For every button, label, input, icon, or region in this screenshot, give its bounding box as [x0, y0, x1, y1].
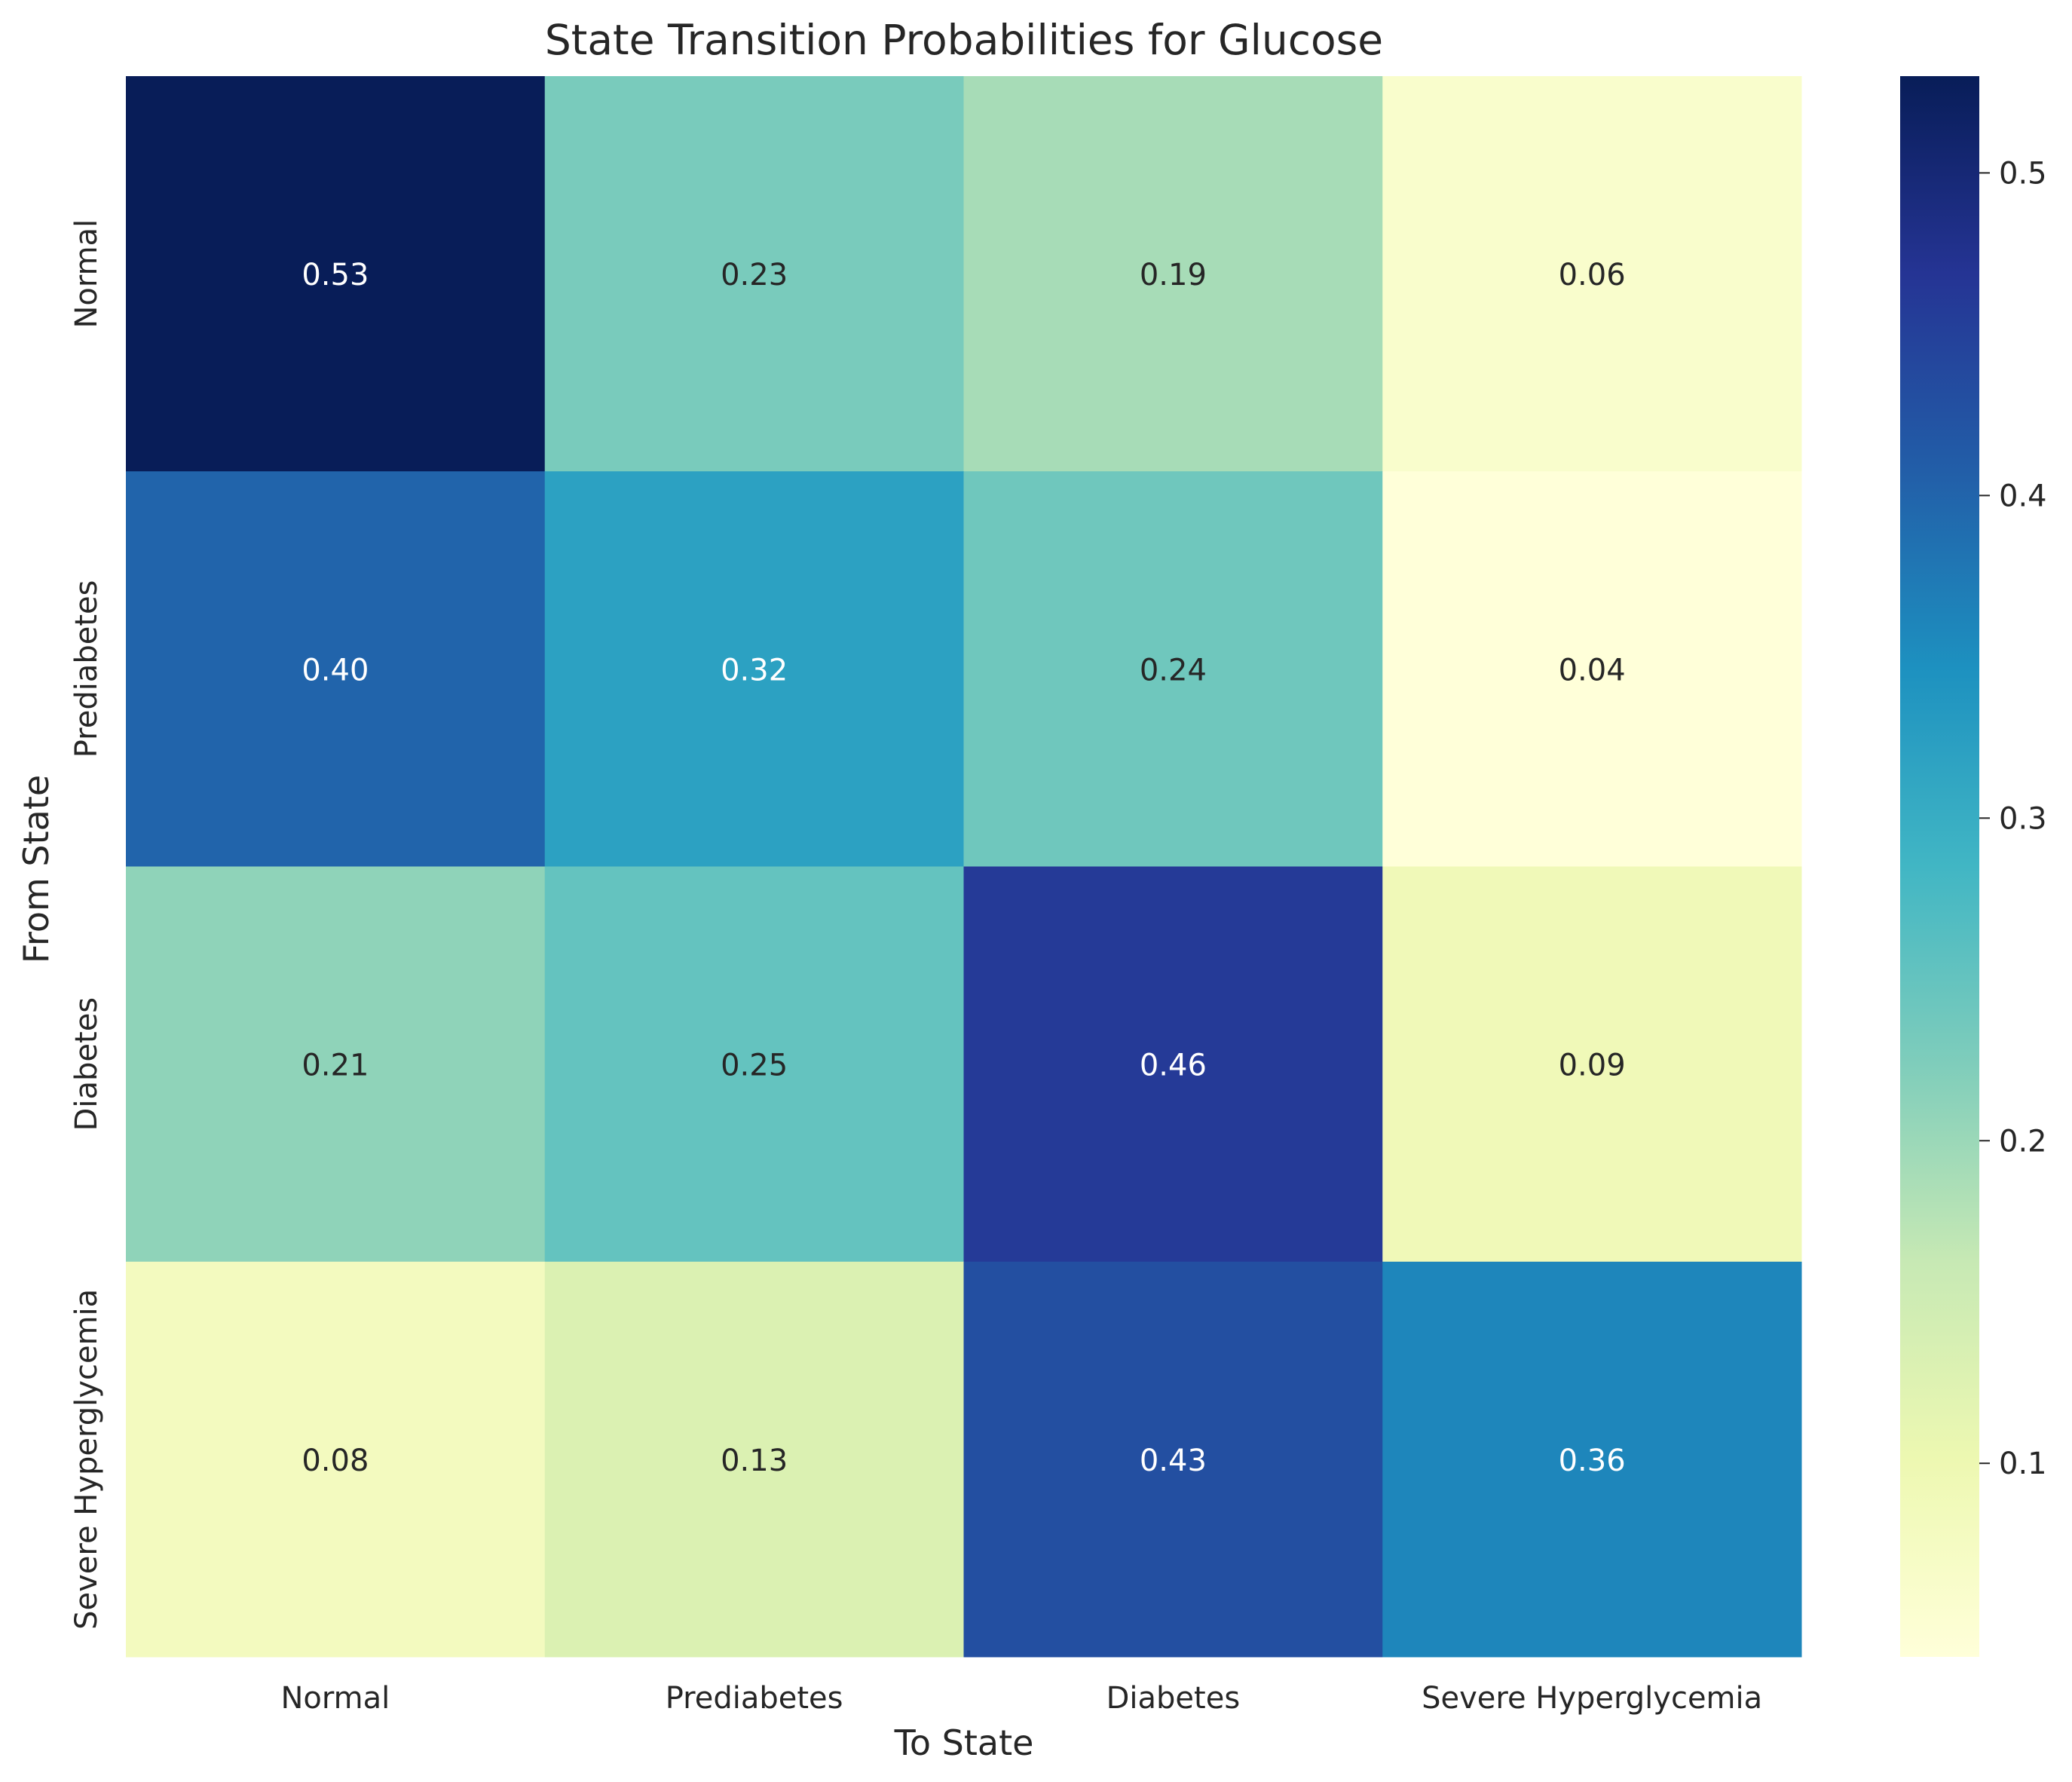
cell-annotation: 0.25	[721, 1049, 788, 1083]
colorbar-gradient	[1900, 76, 1979, 1657]
x-axis-label: To State	[894, 1722, 1034, 1763]
cell-annotation: 0.43	[1140, 1444, 1207, 1478]
heatmap-cell	[544, 1261, 964, 1658]
heatmap-cell	[1382, 471, 1802, 867]
cell-annotation: 0.04	[1559, 653, 1626, 687]
heatmap-cell	[963, 1261, 1383, 1658]
x-tick-label: Prediabetes	[666, 1681, 843, 1716]
heatmap-cells	[126, 76, 1802, 1658]
colorbar-tick-label: 0.4	[1999, 479, 2047, 513]
cell-annotation: 0.40	[301, 653, 369, 687]
heatmap-cell	[1382, 1261, 1802, 1658]
heatmap-cell	[544, 76, 964, 472]
heatmap-cell	[126, 76, 546, 472]
cell-annotation: 0.53	[301, 258, 369, 292]
heatmap-cell	[963, 471, 1383, 867]
cell-annotations: 0.53 0.23 0.19 0.06 0.40 0.32 0.24 0.04 0.21 0.25…	[301, 258, 1625, 1478]
cell-annotation: 0.08	[301, 1444, 369, 1478]
y-tick-labels: Normal Prediabetes Diabetes Severe Hypergly…	[69, 219, 104, 1630]
cell-annotation: 0.46	[1140, 1049, 1207, 1083]
chart-title: State Transition Probabilities for Gluco…	[545, 16, 1383, 64]
x-tick-label: Severe Hyperglycemia	[1422, 1681, 1762, 1716]
heatmap-cell	[126, 471, 546, 867]
colorbar-tick-label: 0.1	[1999, 1447, 2047, 1481]
colorbar-tick-label: 0.2	[1999, 1124, 2047, 1159]
cell-annotation: 0.19	[1140, 258, 1207, 292]
y-tick-label: Prediabetes	[69, 580, 104, 758]
cell-annotation: 0.09	[1559, 1049, 1626, 1083]
x-tick-label: Diabetes	[1106, 1681, 1241, 1716]
colorbar-tick-label: 0.3	[1999, 801, 2047, 836]
cell-annotation: 0.06	[1559, 258, 1626, 292]
heatmap-cell	[544, 866, 964, 1263]
cell-annotation: 0.21	[301, 1049, 369, 1083]
cell-annotation: 0.13	[721, 1444, 788, 1478]
colorbar-tick-label: 0.5	[1999, 156, 2047, 191]
heatmap-cell	[126, 1261, 546, 1658]
heatmap-cell	[544, 471, 964, 867]
cell-annotation: 0.24	[1140, 653, 1207, 687]
heatmap-cell	[1382, 76, 1802, 472]
x-tick-labels: Normal Prediabetes Diabetes Severe Hypergly…	[281, 1681, 1763, 1716]
cell-annotation: 0.36	[1559, 1444, 1626, 1478]
cell-annotation: 0.23	[721, 258, 788, 292]
y-tick-label: Severe Hyperglycemia	[69, 1289, 104, 1630]
y-axis-label: From State	[16, 775, 57, 963]
heatmap-cell	[963, 866, 1383, 1263]
y-tick-label: Normal	[69, 219, 104, 329]
heatmap-cell	[126, 866, 546, 1263]
colorbar: 0.1 0.2 0.3 0.4 0.5	[1900, 76, 2047, 1657]
colorbar-ticks: 0.1 0.2 0.3 0.4 0.5	[1979, 156, 2047, 1481]
x-tick-label: Normal	[281, 1681, 390, 1716]
cell-annotation: 0.32	[721, 653, 788, 687]
y-tick-label: Diabetes	[69, 997, 104, 1131]
heatmap-cell	[963, 76, 1383, 472]
heatmap-cell	[1382, 866, 1802, 1263]
